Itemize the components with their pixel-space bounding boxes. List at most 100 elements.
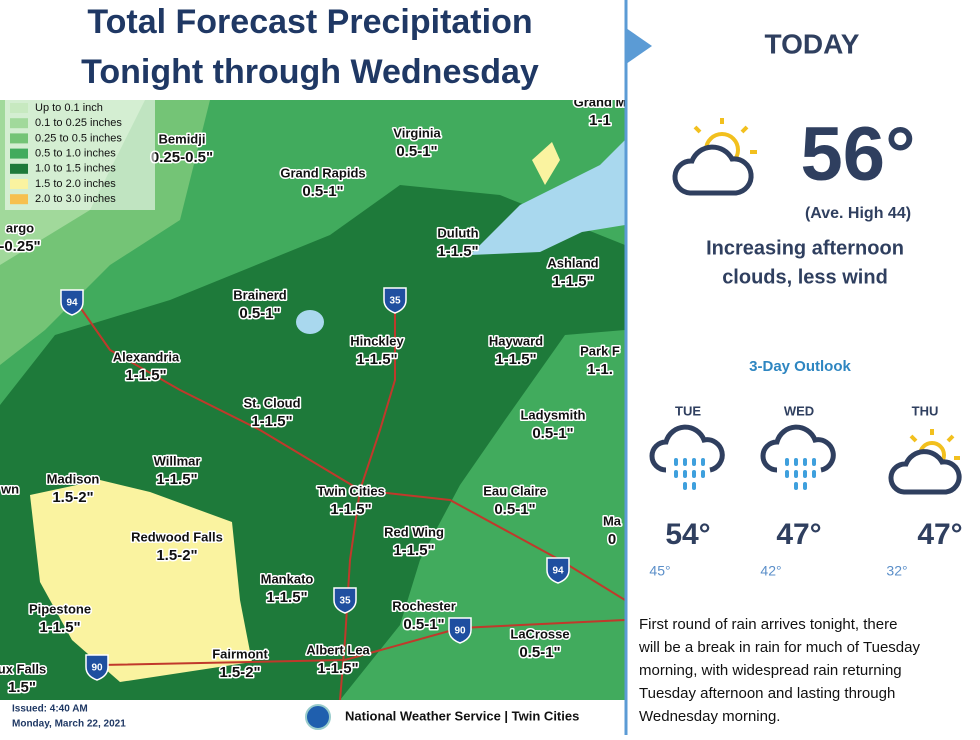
outlook-heading: 3-Day Outlook xyxy=(749,358,851,375)
city-name: Ladysmith xyxy=(520,407,585,422)
city-amount: -0.25" xyxy=(0,238,41,255)
raindrop xyxy=(785,458,789,466)
weather-icon xyxy=(888,429,962,495)
raindrop xyxy=(701,458,705,466)
discussion: Tuesday afternoon and lasting through xyxy=(639,685,895,702)
city-name: Eau Claire xyxy=(483,483,547,498)
city-amount: 0.5-1" xyxy=(302,183,343,200)
city-name: Ma xyxy=(603,513,622,528)
legend-label: Up to 0.1 inch xyxy=(35,102,103,114)
raindrop xyxy=(692,470,696,478)
city-amount: 0.5-1" xyxy=(403,616,444,633)
discussion: will be a break in rain for much of Tues… xyxy=(638,639,920,656)
discussion: morning, with widespread rain returning xyxy=(639,662,902,679)
city-name: Ashland xyxy=(547,255,598,270)
cloud xyxy=(649,424,725,473)
office: National Weather Service | Twin Cities xyxy=(345,708,579,723)
city-amount: 1.5-2" xyxy=(156,547,197,564)
city-amount: 1-1.5" xyxy=(266,589,307,606)
legend-label: 2.0 to 3.0 inches xyxy=(35,193,116,205)
weather-icon xyxy=(649,424,725,490)
discussion: Wednesday morning. xyxy=(639,708,780,725)
city-name: argo xyxy=(6,220,34,235)
raindrop xyxy=(794,458,798,466)
city-name: Alexandria xyxy=(113,349,180,364)
city-name: Twin Cities xyxy=(317,483,385,498)
city-amount: 0.5-1" xyxy=(519,644,560,661)
day-high: 47° xyxy=(917,518,962,551)
legend-box xyxy=(5,100,155,210)
weather-icon xyxy=(760,424,836,490)
city-amount: 1-1.5" xyxy=(251,413,292,430)
city-amount: 1-1.5" xyxy=(330,501,371,518)
highway-shield xyxy=(383,287,407,314)
city-amount: 0.25-0.5" xyxy=(151,149,213,166)
city-amount: 0.5-1" xyxy=(239,305,280,322)
day-high: 47° xyxy=(776,518,821,551)
summary: clouds, less wind xyxy=(722,266,888,288)
city-amount: 1-1.5" xyxy=(356,351,397,368)
city-amount: 1.5" xyxy=(8,679,36,696)
legend-label: 1.0 to 1.5 inches xyxy=(35,163,116,175)
day: TUE xyxy=(675,403,701,418)
city-name: St. Cloud xyxy=(243,395,300,410)
city-name: Mankato xyxy=(261,571,314,586)
city-name: Bemidji xyxy=(159,131,206,146)
summary: Increasing afternoon xyxy=(706,237,904,259)
city-name: Brainerd xyxy=(233,287,287,302)
city-amount: 1-1.5" xyxy=(39,619,80,636)
title: Tonight through Wednesday xyxy=(81,53,539,91)
sun-rays xyxy=(909,429,960,460)
raindrop xyxy=(803,482,807,490)
raindrop xyxy=(812,470,816,478)
title: Total Forecast Precipitation xyxy=(87,3,532,41)
city-name: LaCrosse xyxy=(510,626,569,641)
day-high: 54° xyxy=(665,518,710,551)
lake xyxy=(470,140,625,255)
legend-swatch xyxy=(10,163,28,174)
day: THU xyxy=(912,403,939,418)
day-low: 42° xyxy=(760,563,781,579)
noaa-logo xyxy=(305,704,331,730)
zone xyxy=(30,480,252,682)
road xyxy=(74,299,625,700)
raindrop xyxy=(683,470,687,478)
highway-number: 35 xyxy=(339,596,351,607)
day-low: 45° xyxy=(649,563,670,579)
raindrop xyxy=(794,470,798,478)
city-name: wn xyxy=(0,481,19,496)
zone xyxy=(532,142,560,185)
city-amount: 1-1.5" xyxy=(437,243,478,260)
raindrop xyxy=(674,458,678,466)
city-name: Redwood Falls xyxy=(131,529,223,544)
average: (Ave. High 44) xyxy=(805,205,911,222)
highway-shield xyxy=(546,557,570,584)
highway-number: 35 xyxy=(389,296,401,307)
discussion: First round of rain arrives tonight, the… xyxy=(639,616,897,633)
issued: Issued: 4:40 AM xyxy=(12,704,88,715)
raindrop xyxy=(812,458,816,466)
city-amount: 0 xyxy=(608,531,616,548)
highway-number: 94 xyxy=(552,566,564,577)
highway-shield xyxy=(85,654,109,681)
city-name: Grand M xyxy=(574,94,627,109)
city-amount: 1-1.5" xyxy=(156,471,197,488)
city-amount: 1-1.5" xyxy=(552,273,593,290)
arrow xyxy=(626,28,652,64)
city-amount: 0.5-1" xyxy=(494,501,535,518)
legend-swatch xyxy=(10,194,28,205)
city-amount: 1-1.5" xyxy=(125,367,166,384)
city-amount: 0.5-1" xyxy=(532,425,573,442)
raindrop xyxy=(785,470,789,478)
raindrop xyxy=(794,482,798,490)
legend-label: 0.25 to 0.5 inches xyxy=(35,132,122,144)
city-name: Pipestone xyxy=(29,601,91,616)
city-name: Rochester xyxy=(392,598,456,613)
city-name: Red Wing xyxy=(384,524,444,539)
city-amount: 1-1.5" xyxy=(317,660,358,677)
raindrop xyxy=(683,482,687,490)
city-name: Fairmont xyxy=(212,646,268,661)
city-name: Willmar xyxy=(154,453,201,468)
legend-label: 0.1 to 0.25 inches xyxy=(35,117,122,129)
city-name: Albert Lea xyxy=(306,642,370,657)
